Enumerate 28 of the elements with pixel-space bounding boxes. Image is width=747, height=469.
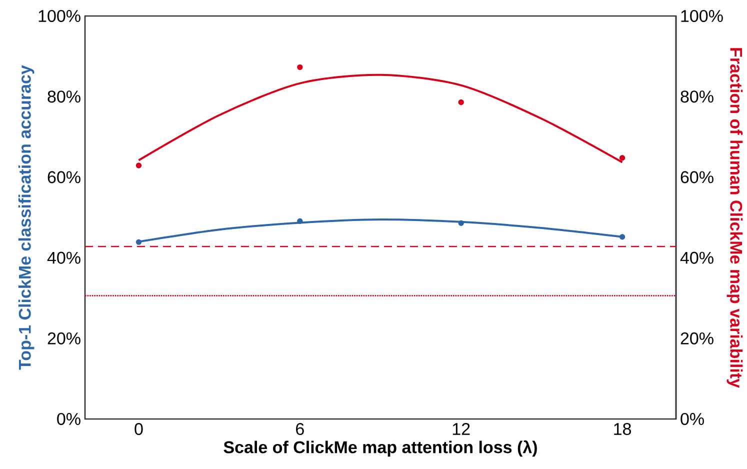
y-tick-label: 20%: [48, 332, 80, 344]
y2-axis-title: Fraction of human ClickMe map variability: [726, 48, 743, 388]
x-tick-label: 12: [452, 422, 470, 435]
y-tick-label: 100%: [38, 10, 80, 22]
x-tick-label: 18: [614, 422, 631, 436]
point: [458, 220, 464, 226]
point: [458, 99, 464, 106]
y2-tick-label: 80%: [680, 90, 714, 103]
y2-tick-label: 60%: [680, 171, 714, 184]
x-axis-title: Scale of ClickMe map attention loss (λ): [224, 440, 537, 457]
y-tick-label: 40%: [47, 252, 80, 264]
point: [619, 234, 626, 240]
point: [619, 155, 626, 161]
point: [136, 239, 142, 245]
x-tick-label: 0: [134, 422, 143, 436]
y2-tick-label: 0%: [680, 412, 704, 426]
point: [297, 218, 303, 224]
line-series: [138, 74, 624, 164]
y2-tick-label: 20%: [680, 332, 714, 344]
x-tick-label: 6: [296, 422, 304, 436]
point: [136, 162, 142, 168]
y2-tick-label: 40%: [680, 252, 714, 264]
y-tick-label: 80%: [48, 90, 80, 103]
y-tick-label: 60%: [48, 171, 80, 184]
y-tick-label: 0%: [57, 412, 80, 426]
y2-tick-label: 100%: [681, 10, 723, 22]
point: [297, 64, 303, 70]
y-axis-title: Top-1 ClickMe classification accuracy: [18, 65, 34, 370]
